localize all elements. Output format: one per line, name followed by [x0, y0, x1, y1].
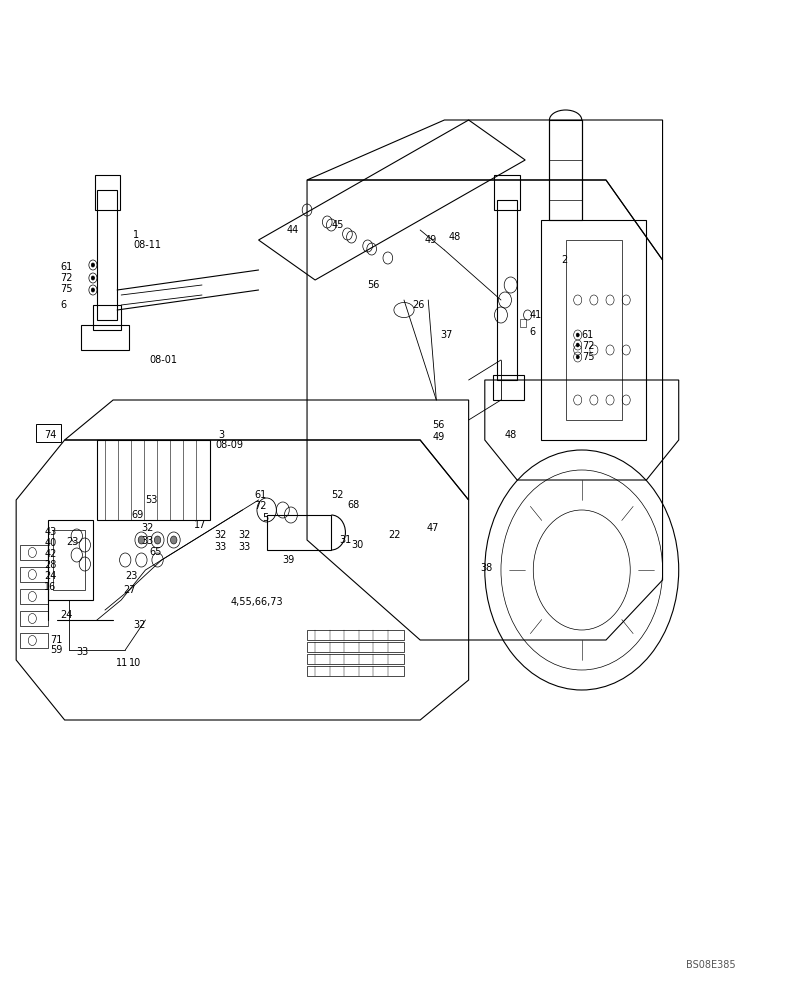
Bar: [307, 666, 404, 676]
Bar: [48, 520, 93, 600]
Text: 33: 33: [214, 542, 226, 552]
Text: 32: 32: [141, 523, 154, 533]
Text: 32: 32: [133, 620, 145, 630]
Circle shape: [170, 536, 177, 544]
Text: 33: 33: [238, 542, 250, 552]
Bar: [20, 589, 48, 604]
Text: 3: 3: [218, 430, 225, 440]
Text: 47: 47: [427, 523, 439, 533]
Text: 61: 61: [255, 490, 267, 500]
Text: 68: 68: [347, 500, 360, 510]
Text: 32: 32: [238, 530, 250, 540]
Text: 17: 17: [194, 520, 206, 530]
Text: BS08E385: BS08E385: [686, 960, 736, 970]
Text: 6: 6: [529, 327, 536, 337]
Text: 32: 32: [214, 530, 226, 540]
Text: 72: 72: [61, 273, 73, 283]
Bar: [97, 440, 210, 520]
Bar: [307, 654, 404, 664]
Text: 56: 56: [368, 280, 380, 290]
Bar: [494, 175, 520, 210]
Circle shape: [576, 355, 579, 359]
Text: 2: 2: [562, 255, 568, 265]
Text: 72: 72: [582, 341, 594, 351]
Text: 44: 44: [287, 225, 299, 235]
Circle shape: [576, 343, 579, 347]
Text: 4,55,66,73: 4,55,66,73: [230, 597, 283, 607]
Text: 59: 59: [50, 645, 62, 655]
Text: 61: 61: [61, 262, 73, 272]
Text: 38: 38: [481, 563, 493, 573]
Text: 72: 72: [255, 501, 267, 511]
Text: 11: 11: [116, 658, 128, 668]
Circle shape: [576, 333, 579, 337]
Text: 43: 43: [44, 527, 57, 537]
Bar: [20, 633, 48, 648]
Text: 49: 49: [424, 235, 436, 245]
Text: 27: 27: [123, 585, 135, 595]
Bar: [20, 545, 48, 560]
Bar: [307, 642, 404, 652]
Text: 48: 48: [448, 232, 461, 242]
Bar: [95, 175, 120, 210]
Text: 41: 41: [529, 310, 541, 320]
Circle shape: [91, 263, 95, 267]
Text: 39: 39: [283, 555, 295, 565]
Bar: [20, 611, 48, 626]
Text: 74: 74: [44, 430, 57, 440]
Text: 22: 22: [388, 530, 400, 540]
Text: 65: 65: [149, 547, 162, 557]
Text: 40: 40: [44, 538, 57, 548]
Text: 08-09: 08-09: [216, 440, 244, 450]
Bar: [497, 200, 517, 380]
Text: 24: 24: [61, 610, 73, 620]
Bar: [36, 424, 61, 442]
Text: 24: 24: [44, 571, 57, 581]
Circle shape: [91, 288, 95, 292]
Text: 52: 52: [331, 490, 343, 500]
Bar: [97, 190, 117, 320]
Text: 28: 28: [44, 560, 57, 570]
Bar: [81, 325, 129, 350]
Text: 45: 45: [331, 220, 343, 230]
Text: 53: 53: [145, 495, 158, 505]
Text: 10: 10: [129, 658, 141, 668]
Text: 1: 1: [133, 230, 140, 240]
Bar: [549, 120, 582, 220]
Bar: [20, 567, 48, 582]
Text: 26: 26: [412, 300, 424, 310]
Text: 30: 30: [351, 540, 364, 550]
Circle shape: [91, 276, 95, 280]
Circle shape: [154, 536, 161, 544]
Text: 61: 61: [582, 330, 594, 340]
Text: 16: 16: [44, 582, 57, 592]
Text: 6: 6: [61, 300, 67, 310]
Text: 33: 33: [77, 647, 89, 657]
Bar: [53, 530, 85, 590]
Text: 23: 23: [125, 571, 137, 581]
Text: 08-01: 08-01: [149, 355, 178, 365]
Text: 5: 5: [263, 513, 269, 523]
Bar: [307, 630, 404, 640]
Text: 48: 48: [505, 430, 517, 440]
Text: 08-11: 08-11: [133, 240, 162, 250]
Text: 69: 69: [131, 510, 143, 520]
Bar: [520, 319, 526, 327]
Text: 75: 75: [582, 352, 594, 362]
Bar: [267, 515, 331, 550]
Bar: [493, 375, 524, 400]
Text: 42: 42: [44, 549, 57, 559]
Text: 31: 31: [339, 535, 351, 545]
Text: 56: 56: [432, 420, 444, 430]
Bar: [93, 305, 121, 330]
Bar: [541, 220, 646, 440]
Text: 49: 49: [432, 432, 444, 442]
Bar: [566, 240, 622, 420]
Circle shape: [138, 536, 145, 544]
Text: 37: 37: [440, 330, 452, 340]
Text: 75: 75: [61, 284, 73, 294]
Text: 71: 71: [50, 635, 62, 645]
Text: 33: 33: [141, 536, 154, 546]
Text: 23: 23: [66, 537, 78, 547]
